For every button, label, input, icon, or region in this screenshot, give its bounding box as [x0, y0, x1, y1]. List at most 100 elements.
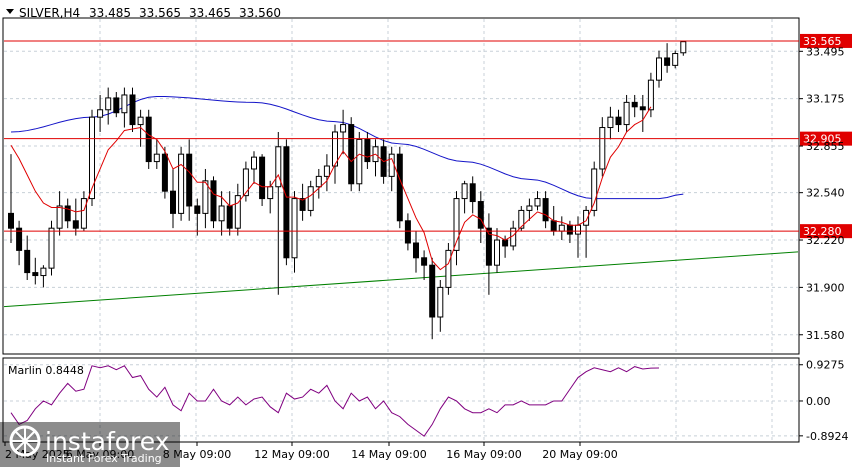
- candle: [623, 94, 630, 132]
- candle-body-bull: [307, 186, 314, 211]
- candle: [186, 139, 193, 221]
- candle: [24, 235, 31, 280]
- candle: [80, 191, 87, 232]
- candle-body-bull: [323, 165, 330, 177]
- candle: [485, 213, 492, 295]
- candle-body-bear: [421, 257, 428, 266]
- candle-body-bull: [315, 175, 322, 188]
- candle-body-bull: [575, 224, 581, 235]
- indicator-line: [10, 365, 660, 437]
- candle: [453, 191, 460, 266]
- candle: [259, 154, 266, 206]
- time-tick-label: 2 May 2025: [5, 448, 70, 461]
- candle: [599, 117, 606, 177]
- candle: [437, 279, 444, 332]
- candle-body-bull: [267, 186, 274, 200]
- candle: [664, 43, 671, 73]
- candle: [469, 176, 476, 214]
- price-tick-label: 31.580: [806, 329, 845, 342]
- candle-body-bull: [445, 249, 452, 288]
- candle: [97, 94, 104, 132]
- candle: [40, 265, 47, 288]
- candle-body-bull: [97, 109, 104, 118]
- candle: [56, 191, 63, 236]
- candle: [315, 168, 322, 199]
- candle: [323, 154, 330, 192]
- candle-body-bear: [615, 116, 622, 126]
- candle-body-bull: [356, 138, 363, 185]
- candle-body-bull: [242, 168, 249, 197]
- candle-body-bear: [129, 94, 136, 126]
- candle-body-bull: [218, 205, 225, 222]
- candle-body-bull: [672, 53, 679, 66]
- candle-body-bull: [607, 116, 614, 129]
- candle-body-bear: [404, 220, 411, 244]
- candle-body-bull: [526, 205, 533, 211]
- candle: [105, 87, 112, 125]
- candle-body-bear: [170, 190, 176, 214]
- candle-body-bull: [332, 131, 338, 167]
- candle-body-bear: [186, 153, 193, 207]
- candle-body-bear: [259, 156, 266, 200]
- candle: [72, 198, 79, 236]
- price-grid: [4, 19, 798, 353]
- candle: [404, 213, 411, 251]
- candle-body-bull: [534, 198, 541, 207]
- candle-body-bear: [283, 146, 290, 259]
- candle: [477, 191, 484, 243]
- candle: [680, 40, 687, 56]
- candle-body-bear: [145, 116, 152, 163]
- candle: [656, 50, 662, 88]
- candle-body-bear: [348, 124, 355, 185]
- candle-body-bear: [64, 205, 71, 222]
- candle: [526, 198, 533, 221]
- candle-body-bull: [656, 57, 662, 81]
- candle: [534, 191, 541, 211]
- time-tick-label: 8 May 09:00: [163, 448, 231, 461]
- candle-body-bull: [251, 156, 257, 170]
- indicator-axis: 0.9275 0.00 -0.8924: [799, 359, 848, 443]
- candle: [137, 109, 144, 147]
- candle: [16, 220, 23, 266]
- price-tick-label: 33.175: [806, 93, 845, 106]
- header-open: 33.485: [89, 6, 131, 20]
- watermark: instaforex Instant Forex Trading: [0, 422, 180, 467]
- candle-body-bear: [550, 220, 557, 232]
- watermark-brand: instaforex: [45, 427, 170, 456]
- candle-body-bull: [202, 180, 209, 214]
- candle-body-bull: [599, 127, 606, 170]
- candle: [89, 109, 95, 206]
- candle-body-bear: [299, 198, 306, 211]
- candle-body-bear: [72, 220, 79, 229]
- header-close: 33.560: [239, 6, 281, 20]
- candle: [242, 161, 249, 202]
- candle: [251, 151, 257, 184]
- candle-body-bear: [226, 205, 233, 229]
- candle-body-bull: [583, 209, 590, 226]
- instaforex-logo-icon: [9, 425, 41, 457]
- candle: [583, 205, 590, 258]
- level-tag-label: 32.280: [803, 225, 842, 238]
- header-high: 33.565: [139, 6, 181, 20]
- candle-body-bear: [469, 183, 476, 203]
- price-axis: 33.495 33.175 32.855 32.540 32.220 31.900 31.5…: [799, 45, 845, 342]
- dropdown-arrow-icon[interactable]: [6, 9, 14, 14]
- candle-body-bull: [437, 286, 444, 318]
- candle: [48, 220, 55, 276]
- indicator-panel: [2, 357, 800, 443]
- level-tag: [800, 131, 852, 146]
- level-tag-label: 32.905: [803, 133, 842, 146]
- indicator-marlin-line: [10, 365, 660, 437]
- candle: [591, 161, 598, 217]
- indicator-grid: [4, 359, 798, 441]
- candle-body-bull: [80, 198, 87, 229]
- time-tick-label: 20 May 09:00: [542, 448, 617, 461]
- candle: [153, 139, 160, 169]
- candle-body-bull: [591, 168, 598, 211]
- time-tick-label: 14 May 09:00: [351, 448, 426, 461]
- price-tick-label: 32.540: [806, 187, 845, 200]
- candle-body-bull: [453, 198, 460, 251]
- indicator-label: Marlin 0.8448: [8, 364, 84, 377]
- candle-body-bear: [631, 101, 638, 108]
- price-tick-label: 31.900: [806, 281, 845, 294]
